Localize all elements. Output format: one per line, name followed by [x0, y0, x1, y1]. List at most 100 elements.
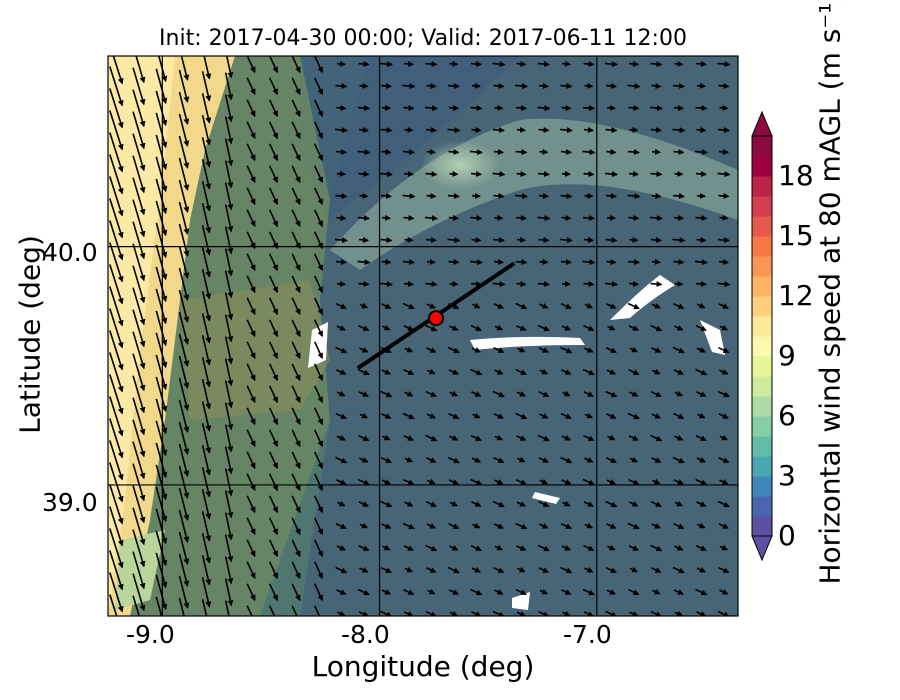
colorbar-segment: [752, 176, 772, 197]
wind-arrow: [584, 567, 594, 573]
wind-arrow: [155, 376, 168, 413]
wind-arrow: [246, 187, 256, 206]
wind-arrow: [313, 451, 324, 470]
wind-arrow: [178, 223, 190, 257]
wind-arrow: [492, 281, 506, 288]
wind-arrow: [674, 170, 684, 177]
wind-arrow: [132, 89, 146, 128]
wind-arrow: [155, 420, 168, 457]
wind-arrow: [335, 522, 347, 530]
wind-arrow: [155, 398, 168, 435]
wind-arrow: [673, 522, 685, 530]
wind-arrow: [224, 94, 234, 123]
wind-arrow: [201, 555, 212, 586]
wind-arrow: [425, 434, 438, 442]
wind-arrow: [449, 610, 459, 616]
wind-arrow: [224, 292, 234, 321]
wind-arrow: [155, 90, 168, 127]
wind-arrow: [537, 215, 551, 222]
wind-arrow: [155, 442, 168, 479]
wind-arrow: [583, 281, 595, 287]
wind-arrow: [402, 302, 415, 310]
wind-arrow: [201, 159, 212, 190]
wind-arrow: [629, 611, 639, 616]
x-tick-label: -9.0: [126, 620, 175, 649]
wind-arrow: [132, 573, 146, 612]
wind-arrow: [448, 412, 460, 420]
wind-arrow: [268, 473, 279, 492]
wind-arrow: [380, 390, 393, 398]
wind-arrow: [719, 589, 729, 595]
wind-arrow: [472, 302, 481, 309]
wind-arrow: [448, 369, 459, 375]
wind-arrow: [582, 259, 596, 266]
wind-arrow: [627, 522, 640, 530]
wind-arrow: [403, 588, 415, 596]
wind-arrow: [404, 611, 414, 616]
wind-arrow: [380, 456, 392, 464]
wind-arrow: [246, 451, 256, 470]
wind-arrow: [291, 473, 301, 492]
wind-arrow: [246, 363, 256, 382]
map-title: Init: 2017-04-30 00:00; Valid: 2017-06-1…: [159, 26, 687, 51]
wind-arrow: [719, 369, 729, 375]
colorbar-segment: [752, 376, 772, 397]
masked-area: [532, 492, 560, 504]
wind-arrow: [537, 171, 550, 178]
wind-arrow: [470, 215, 483, 222]
wind-arrow: [246, 121, 256, 140]
wind-arrow: [694, 259, 708, 266]
wind-arrow: [224, 116, 234, 145]
wind-arrow: [404, 501, 414, 507]
wind-arrow: [224, 204, 234, 233]
wind-arrow: [448, 214, 459, 221]
wind-arrow: [201, 533, 212, 564]
wind-arrow: [402, 412, 415, 420]
wind-arrow: [268, 539, 279, 558]
wind-arrow: [201, 71, 212, 102]
colorbar-tick-label: 9: [778, 339, 796, 372]
wind-arrow: [561, 545, 571, 551]
wind-arrow: [178, 465, 190, 499]
wind-arrow: [132, 441, 146, 480]
wind-arrow: [402, 193, 416, 200]
wind-arrow: [424, 215, 438, 222]
wind-arrow: [201, 313, 212, 344]
colorbar-segment: [752, 496, 772, 517]
wind-arrow: [381, 479, 391, 485]
wind-arrow: [650, 544, 663, 552]
colorbar-segment: [752, 336, 772, 357]
wind-arrow: [650, 390, 662, 398]
wind-arrow: [561, 589, 572, 595]
map-frame: [107, 55, 739, 617]
wind-arrow: [448, 149, 460, 155]
wind-arrow: [224, 402, 234, 431]
masked-area: [308, 322, 328, 368]
wind-arrow: [650, 237, 662, 243]
wind-arrow: [672, 193, 685, 200]
wind-arrow: [201, 247, 212, 278]
wind-arrow: [201, 599, 208, 616]
wind-arrow: [225, 56, 234, 79]
wind-arrow: [336, 369, 347, 375]
wind-arrow: [696, 347, 706, 353]
wind-arrow: [493, 566, 505, 574]
wind-arrow: [717, 61, 731, 68]
wind-arrow: [224, 468, 234, 497]
wind-arrow: [516, 611, 526, 616]
wind-arrow: [313, 363, 324, 382]
wind-arrow: [313, 231, 324, 250]
wind-arrow: [537, 61, 550, 68]
wind-arrow: [470, 368, 483, 376]
wind-arrow: [358, 61, 370, 67]
wind-arrow: [493, 148, 504, 155]
wind-arrow: [560, 412, 572, 420]
wind-arrow: [605, 127, 618, 134]
wind-arrow: [584, 412, 594, 419]
wind-arrow: [224, 182, 234, 211]
wind-arrow: [201, 269, 212, 300]
wind-arrow: [584, 457, 594, 463]
wind-arrow: [673, 302, 685, 310]
wind-arrow: [178, 399, 190, 433]
wind-arrow: [448, 259, 460, 265]
